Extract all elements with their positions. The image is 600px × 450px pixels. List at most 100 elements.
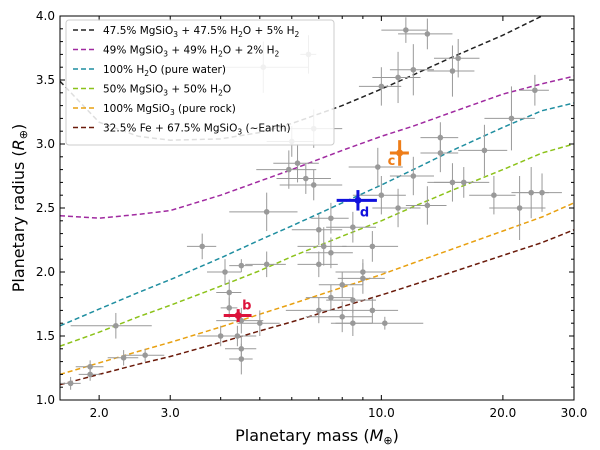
planet-point: [403, 27, 409, 33]
planet-point: [382, 320, 388, 327]
y-tick-label: 2.0: [36, 265, 55, 279]
background-planet: [245, 251, 286, 278]
planet-point: [455, 55, 462, 62]
planet-point: [257, 320, 263, 327]
planet-point: [294, 160, 301, 166]
planet-point: [539, 189, 545, 196]
axis-ticks: 2.0 3.0 10.0 20.0 30.0 1.0 1.5 2.0 2.5 3.0 3.5 4.0: [36, 9, 587, 420]
background-planet: [420, 133, 459, 173]
background-planet: [70, 312, 152, 339]
planet-point: [316, 261, 322, 268]
highlighted-planets: b c d: [223, 140, 409, 322]
planet-point: [369, 307, 376, 314]
planet-point: [238, 262, 245, 269]
background-planet: [348, 147, 403, 187]
background-planet: [326, 287, 377, 313]
planet-point: [339, 314, 346, 320]
background-planet: [305, 237, 353, 269]
planet-c-point: [396, 149, 404, 157]
background-planet: [311, 202, 349, 234]
legend-entry-4: 50% MgSiO3​ + 50% H2​O: [103, 84, 231, 98]
background-planet: [229, 192, 298, 232]
planet-point: [238, 356, 245, 362]
background-planet: [273, 144, 319, 183]
background-planet: [279, 169, 343, 201]
planet-point: [328, 250, 334, 256]
planet-point: [508, 115, 515, 122]
planet-point: [350, 224, 356, 230]
legend-entry-5: 100% MgSiO3​ (pure rock): [103, 103, 236, 117]
background-planet: [519, 74, 549, 106]
background-planet: [229, 343, 253, 375]
background-planet: [469, 176, 516, 215]
background-planet: [433, 39, 480, 78]
background-planet: [342, 297, 399, 324]
planet-point: [263, 261, 270, 268]
planet-point: [449, 68, 456, 74]
background-planet: [358, 67, 402, 106]
background-planet: [305, 301, 373, 333]
background-planet: [186, 233, 217, 260]
planet-point: [328, 215, 334, 222]
planet-point: [222, 269, 228, 275]
model-curve-2: [60, 75, 574, 219]
planet-point: [410, 173, 417, 179]
legend-entry-2: 49% MgSiO3​ + 49% H2​O + 2% H2​: [103, 45, 280, 59]
planet-point: [320, 243, 327, 250]
planet-point: [437, 150, 444, 156]
background-planet: [335, 316, 424, 330]
planet-point: [120, 354, 127, 361]
planet-point: [286, 166, 292, 173]
planet-point: [424, 31, 431, 37]
model-curve-6: [60, 229, 574, 386]
planet-point: [316, 226, 322, 233]
y-tick-label: 4.0: [36, 9, 55, 23]
planet-point: [87, 363, 93, 370]
planet-d-label: d: [360, 205, 369, 220]
planet-point: [113, 322, 119, 329]
planet-point: [217, 333, 224, 339]
background-planet: [305, 284, 353, 311]
x-tick-label: 2.0: [90, 406, 109, 420]
background-planet: [398, 18, 453, 50]
background-planet: [489, 176, 546, 240]
background-planet: [197, 325, 242, 347]
background-planet: [433, 167, 490, 198]
x-tick-label: 3.0: [161, 406, 180, 420]
background-planet: [318, 272, 363, 298]
background-planet: [256, 150, 317, 189]
planet-b: b: [223, 299, 252, 322]
background-planet: [519, 173, 562, 212]
planet-b-point: [234, 312, 242, 320]
background-planet: [237, 310, 280, 336]
background-planet: [427, 45, 475, 97]
planet-point: [481, 147, 488, 154]
planet-point: [142, 352, 148, 359]
background-planet: [285, 297, 347, 324]
x-tick-label: 30.0: [561, 406, 588, 420]
background-planet: [389, 156, 434, 196]
planet-point: [339, 282, 346, 288]
background-planet: [60, 376, 81, 390]
background-planet: [372, 188, 421, 228]
model-curve-3: [60, 102, 574, 327]
planet-b-label: b: [242, 299, 251, 314]
background-planet: [337, 263, 385, 294]
y-tick-label: 2.5: [36, 201, 55, 215]
background-planet: [458, 124, 508, 176]
planet-point: [310, 182, 317, 188]
y-tick-label: 1.5: [36, 329, 55, 343]
planet-point: [199, 243, 206, 250]
background-planet: [335, 259, 387, 285]
background-planet: [297, 227, 347, 266]
planet-point: [328, 294, 334, 301]
x-tick-label: 20.0: [490, 406, 517, 420]
planet-point: [460, 179, 467, 186]
planet-point: [360, 269, 366, 275]
planet-point: [532, 87, 538, 94]
background-planet: [389, 44, 434, 96]
planet-point: [378, 83, 385, 90]
planet-point: [424, 202, 431, 209]
planet-point: [303, 175, 309, 182]
